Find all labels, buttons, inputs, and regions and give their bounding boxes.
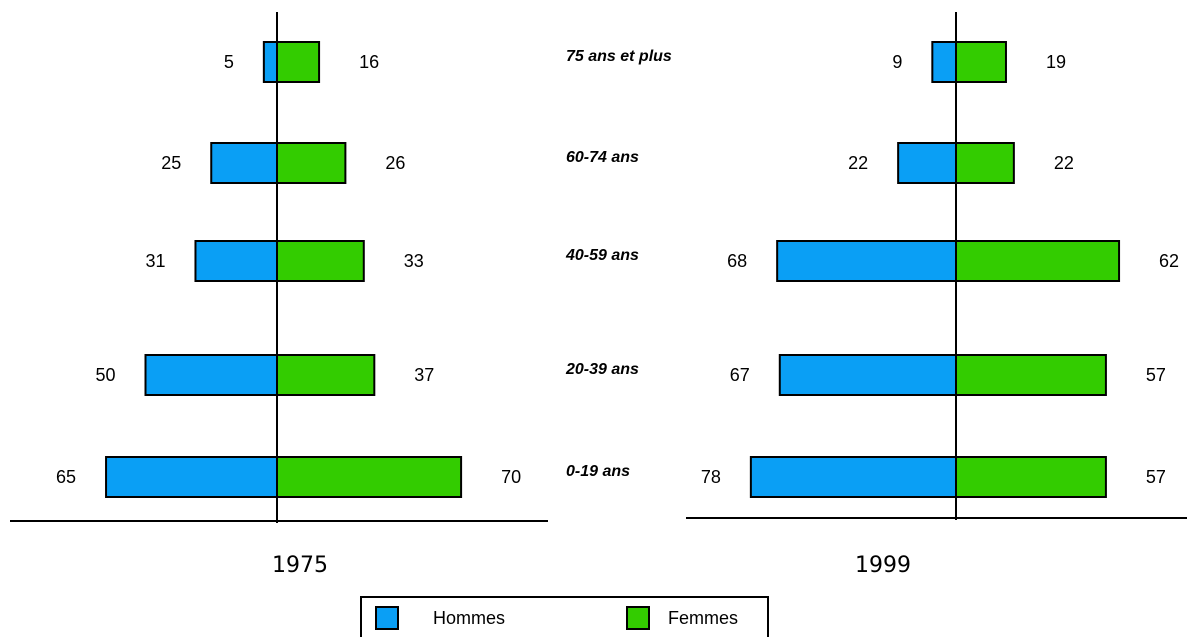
bar [776,240,957,282]
data-label: 50 [95,365,115,385]
data-label: 57 [1146,365,1166,385]
data-label: 22 [1054,153,1074,173]
legend-label: Hommes [433,608,505,628]
data-label: 31 [145,251,165,271]
data-label: 62 [1159,251,1179,271]
category-label: 40-59 ans [565,247,639,264]
data-label: 70 [501,467,521,487]
data-label: 16 [359,52,379,72]
bar [144,354,278,396]
bar [955,354,1107,396]
category-label: 60-74 ans [566,149,639,166]
legend-label: Femmes [668,608,738,628]
data-label: 9 [892,52,902,72]
bar [210,142,278,184]
bar [955,240,1121,282]
category-label: 20-39 ans [565,361,639,378]
bar [276,142,347,184]
legend-swatch [626,606,650,630]
bar [897,142,958,184]
bar [276,240,365,282]
data-label: 22 [848,153,868,173]
data-label: 65 [56,467,76,487]
category-label: 75 ans et plus [566,48,672,65]
bar [276,41,321,83]
data-label: 57 [1146,467,1166,487]
data-label: 68 [727,251,747,271]
legend-box [360,596,769,637]
data-label: 19 [1046,52,1066,72]
bar [276,354,376,396]
data-label: 26 [385,153,405,173]
bar [105,456,278,498]
data-label: 5 [224,52,234,72]
panel-title: 1999 [855,553,911,578]
bar [749,456,957,498]
bar [194,240,278,282]
bar [262,41,279,83]
bar [955,456,1107,498]
bar [931,41,958,83]
bar [778,354,957,396]
bar [276,456,463,498]
bar [955,142,1015,184]
data-label: 67 [730,365,750,385]
data-label: 78 [701,467,721,487]
data-label: 33 [404,251,424,271]
panel-title: 1975 [272,553,328,578]
legend-swatch [375,606,399,630]
bar [955,41,1007,83]
data-label: 25 [161,153,181,173]
data-label: 37 [414,365,434,385]
category-label: 0-19 ans [566,463,630,480]
